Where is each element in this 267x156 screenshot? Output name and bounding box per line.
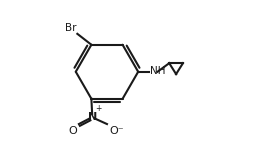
Text: O: O (68, 126, 77, 136)
Text: NH: NH (150, 66, 165, 76)
Text: Br: Br (65, 23, 77, 33)
Text: O⁻: O⁻ (109, 126, 124, 136)
Text: N: N (88, 112, 97, 122)
Text: +: + (96, 104, 102, 113)
